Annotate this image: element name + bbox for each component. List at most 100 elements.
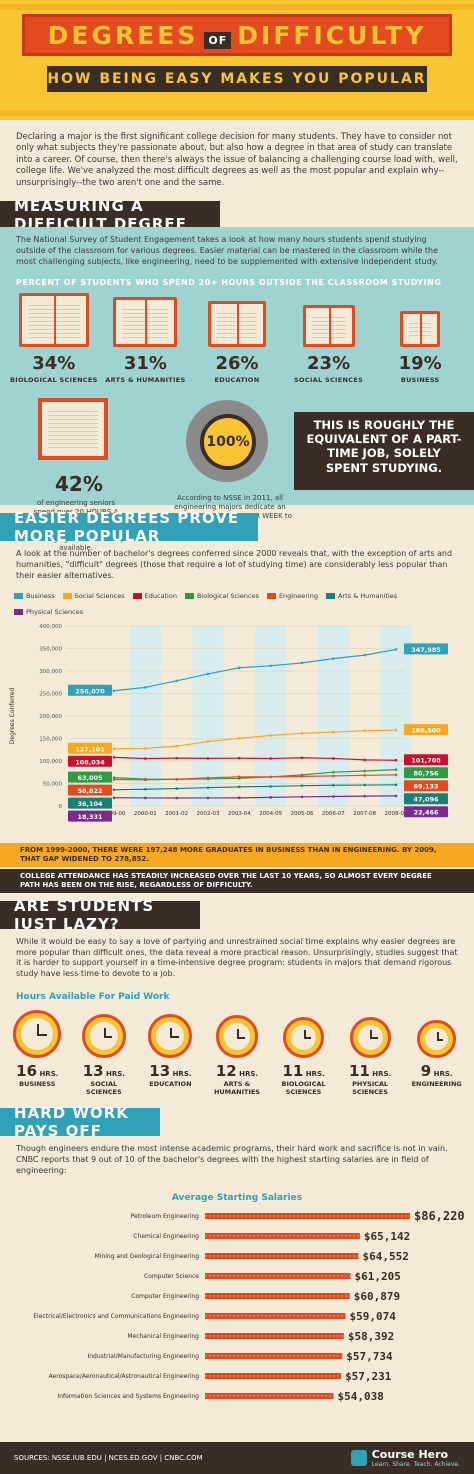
salary-label-box bbox=[412, 1208, 464, 1223]
brand-name: Course Hero bbox=[371, 1448, 449, 1461]
section-text: The National Survey of Student Engagemen… bbox=[16, 235, 439, 266]
series-point bbox=[363, 794, 366, 798]
hours-label: ARTS & HUMANITIES bbox=[213, 1079, 260, 1097]
y-tick-label: 350,000 bbox=[39, 646, 62, 652]
clock-icon bbox=[148, 1014, 193, 1058]
salary-value: $60,879 bbox=[354, 1290, 400, 1303]
series-point bbox=[112, 796, 116, 799]
series-point bbox=[175, 796, 178, 800]
legend-swatch bbox=[184, 592, 194, 599]
book-pct: 34% bbox=[32, 352, 76, 374]
title-right: DIFFICULTY bbox=[237, 20, 427, 50]
salary-category: Chemical Engineering bbox=[133, 1233, 199, 1240]
hours-value: 12 HRS. bbox=[215, 1061, 259, 1080]
series-point bbox=[300, 795, 304, 798]
book-pct: 19% bbox=[398, 352, 442, 374]
value-label-box bbox=[404, 805, 448, 817]
salary-category: Mining and Geological Engineering bbox=[95, 1253, 200, 1260]
clock-row: 16 HRS. BUSINESS 13 HRS. SOCIAL SCIENCES 13 … bbox=[0, 1006, 474, 1096]
hours-label: BUSINESS bbox=[19, 1079, 56, 1088]
legend-entry: Arts & Humanities bbox=[325, 592, 397, 600]
series-point bbox=[238, 796, 241, 799]
hours-value: 13 HRS. bbox=[82, 1061, 125, 1080]
legend-swatch bbox=[325, 592, 335, 599]
series-point bbox=[394, 728, 398, 732]
salary-chart-title: Average Starting Salaries bbox=[171, 1192, 303, 1203]
series-point bbox=[112, 788, 116, 791]
book-item: 34% BIOLOGICAL SCIENCES bbox=[9, 292, 99, 384]
series-point bbox=[332, 794, 335, 798]
section-lazy-header: ARE STUDENTS JUST LAZY? bbox=[0, 897, 474, 933]
value-label: 58,822 bbox=[77, 787, 102, 795]
salary-value: $65,142 bbox=[364, 1230, 410, 1243]
y-tick-label: 0 bbox=[59, 804, 63, 810]
salary-value: $57,734 bbox=[346, 1350, 393, 1363]
series-point bbox=[238, 756, 241, 760]
title-box: DEGREES OF DIFFICULTY bbox=[22, 14, 452, 56]
hours-subhead: Hours Available For Paid Work bbox=[16, 991, 170, 1002]
book-label: BUSINESS bbox=[400, 375, 440, 384]
hours-label: SOCIAL SCIENCES bbox=[86, 1079, 122, 1097]
book-icon bbox=[18, 292, 89, 347]
section-heading: HARD WORK PAYS OFF bbox=[0, 1104, 160, 1140]
title-of: OF bbox=[204, 31, 232, 49]
series-point bbox=[206, 796, 210, 799]
salary-label-box bbox=[360, 1248, 407, 1263]
salary-value: $58,392 bbox=[348, 1330, 394, 1343]
x-tick-label: 2003-04 bbox=[228, 811, 251, 817]
series-point bbox=[269, 733, 272, 737]
clock-icon bbox=[13, 1009, 62, 1058]
banner-attendance: COLLEGE ATTENDANCE HAS STEADILY INCREASE… bbox=[0, 868, 474, 893]
series-point bbox=[175, 679, 178, 682]
book-item: 23% SOCIAL SCIENCES bbox=[284, 304, 374, 384]
course-hero-icon bbox=[350, 1450, 367, 1466]
value-label: 101,708 bbox=[411, 756, 441, 764]
value-label: 22,466 bbox=[413, 808, 439, 816]
series-point bbox=[394, 758, 398, 762]
clock-icon bbox=[349, 1016, 391, 1058]
salary-value: $54,038 bbox=[337, 1390, 383, 1403]
legend-entry: Business bbox=[14, 592, 55, 600]
salary-chart: Petroleum Engineering $86,220 Chemical Eng… bbox=[33, 1208, 465, 1403]
value-label-box bbox=[68, 797, 112, 809]
series-point bbox=[175, 744, 178, 748]
series-point bbox=[363, 729, 366, 732]
legend-entry: Biological Sciences bbox=[184, 592, 259, 600]
chart-legend: Business Social Sciences Education Biologic… bbox=[0, 590, 474, 618]
hours-label: EDUCATION bbox=[149, 1079, 192, 1088]
section-text: While it would be easy to say a love of … bbox=[16, 936, 458, 979]
book-label: BIOLOGICAL SCIENCES bbox=[9, 375, 98, 384]
clock-icon bbox=[81, 1014, 126, 1058]
clock-item: 16 HRS. BUSINESS bbox=[6, 1006, 68, 1096]
salary-category: Mechanical Engineering bbox=[127, 1333, 199, 1340]
hours-label: BIOLOGICAL SCIENCES bbox=[281, 1079, 326, 1097]
value-label: 168,500 bbox=[411, 726, 441, 734]
legend-swatch bbox=[14, 592, 23, 599]
series-point bbox=[363, 758, 366, 761]
value-label-box bbox=[68, 810, 112, 822]
series-point bbox=[175, 787, 178, 790]
clock-item: 13 HRS. EDUCATION bbox=[139, 1006, 201, 1096]
hours-value: 11 HRS. bbox=[348, 1061, 392, 1080]
pct-title: PERCENT OF STUDENTS WHO SPEND 20+ HOURS … bbox=[16, 277, 442, 287]
value-label: 69,133 bbox=[413, 782, 438, 790]
y-tick-label: 150,000 bbox=[39, 736, 62, 742]
series-point bbox=[144, 685, 147, 689]
x-tick-label: 2001-02 bbox=[165, 811, 188, 817]
value-label: 36,104 bbox=[77, 800, 103, 808]
series-point bbox=[175, 777, 178, 781]
line-chart: 0 50,000 100,000 150,000 200,000 250,000 300,0… bbox=[9, 624, 448, 822]
y-tick-label: 250,000 bbox=[39, 691, 62, 697]
hours-value: 11 HRS. bbox=[282, 1061, 325, 1080]
series-point bbox=[206, 672, 210, 676]
series-point bbox=[363, 783, 366, 787]
series-point bbox=[269, 795, 272, 799]
book-icon bbox=[400, 310, 441, 347]
value-label: 127,101 bbox=[75, 745, 105, 753]
section-pays-header: HARD WORK PAYS OFF bbox=[0, 1104, 474, 1140]
legend-entry: Engineering bbox=[266, 592, 318, 600]
x-tick-label: 2002-03 bbox=[197, 811, 220, 817]
value-label-box bbox=[68, 771, 112, 783]
salary-category: Computer Science bbox=[144, 1273, 199, 1280]
y-tick-label: 400,000 bbox=[39, 624, 62, 630]
